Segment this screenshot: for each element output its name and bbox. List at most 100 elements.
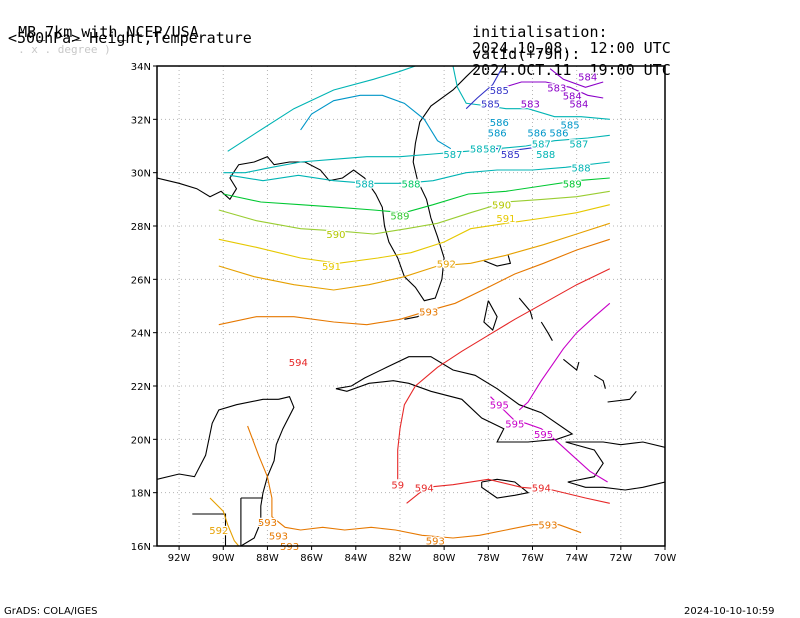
coastline	[518, 297, 534, 320]
model-name: MB_7km_with_NCEP/USA	[18, 23, 199, 41]
lat-tick-label: 16N	[131, 542, 151, 553]
coastline	[607, 390, 637, 403]
contour-label: 587	[569, 139, 588, 150]
contour-label: 589	[390, 211, 409, 222]
contour-line	[452, 66, 610, 120]
lon-tick-label: 70W	[654, 553, 677, 564]
contour-label: 588	[355, 179, 374, 190]
contour-label: 587	[532, 139, 551, 150]
coastline	[240, 396, 295, 546]
lat-tick-label: 18N	[131, 489, 151, 500]
lat-tick-label: 32N	[131, 115, 151, 126]
contour-label: 593	[269, 531, 288, 542]
coastline	[483, 255, 512, 267]
contour-label: 587	[470, 145, 489, 156]
contour-label: 586	[549, 129, 568, 140]
contour-label: 592	[437, 259, 456, 270]
model-title: MB_7km_with_NCEP/USA . x . degree )	[0, 8, 199, 58]
contour-label: 585	[490, 86, 509, 97]
lon-tick-label: 90W	[212, 553, 235, 564]
contour-line	[227, 66, 416, 152]
lon-tick-label: 76W	[521, 553, 544, 564]
contour-label: 590	[492, 201, 511, 212]
contour-label: 591	[496, 214, 515, 225]
contour-label: 586	[490, 118, 509, 129]
contour-line	[223, 134, 610, 174]
contour-line	[300, 94, 452, 150]
contour-label: 586	[527, 129, 546, 140]
contour-label: 584	[578, 73, 597, 84]
contour-line	[218, 190, 610, 235]
contour-label: 592	[209, 526, 228, 537]
contour-label: 593	[258, 518, 277, 529]
contour-line	[218, 238, 610, 326]
contour-line	[223, 177, 610, 214]
lon-tick-label: 84W	[344, 553, 367, 564]
coastline	[481, 478, 530, 499]
lat-tick-label: 30N	[131, 169, 151, 180]
contour-line	[218, 204, 610, 264]
lon-tick-label: 86W	[300, 553, 323, 564]
contour-label: 583	[521, 99, 540, 110]
contour-line	[209, 497, 240, 546]
contour-line	[218, 222, 610, 291]
init-line: initialisation: 2024.10.08. 12:00 UTC	[454, 8, 671, 56]
contour-label: 587	[483, 145, 502, 156]
footer-timestamp: 2024-10-10-10:59	[684, 606, 775, 617]
contour-label: 587	[443, 150, 462, 161]
map-frame	[156, 65, 666, 547]
contour-label: 595	[534, 430, 553, 441]
lat-tick-label: 20N	[131, 435, 151, 446]
contour-line	[229, 161, 610, 184]
contour-label: 594	[415, 483, 434, 494]
contour-label: 586	[488, 129, 507, 140]
init-label: initialisation:	[472, 23, 608, 41]
contour-label: 588	[401, 179, 420, 190]
contour-label: 595	[505, 419, 524, 430]
contour-label: 585	[560, 121, 579, 132]
contour-label: 593	[419, 307, 438, 318]
units-note: . x . degree )	[18, 43, 111, 56]
contour-label: 588	[536, 150, 555, 161]
lon-tick-label: 74W	[565, 553, 588, 564]
lon-tick-label: 92W	[168, 553, 191, 564]
lat-tick-label: 22N	[131, 382, 151, 393]
contour-label: 594	[289, 358, 308, 369]
contour-line	[406, 478, 610, 504]
contour-label: 589	[563, 179, 582, 190]
contour-line	[247, 425, 582, 539]
contour-line	[518, 302, 611, 411]
lon-tick-label: 78W	[477, 553, 500, 564]
coastline	[192, 513, 227, 546]
coastlines	[157, 66, 665, 546]
lon-tick-label: 88W	[256, 553, 279, 564]
lat-tick-label: 24N	[131, 329, 151, 340]
contour-label: 590	[326, 230, 345, 241]
product-title: <500hPa> Height,Temperature	[8, 29, 252, 47]
contour-line	[465, 68, 503, 110]
lat-tick-label: 26N	[131, 275, 151, 286]
contour-line	[549, 68, 604, 88]
lon-tick-label: 80W	[433, 553, 456, 564]
contour-label: 594	[532, 483, 551, 494]
axis-ticks: 92W 90W 88W 86W 84W 82W 80W 78W 76W 74W 72W 70W 34N 3…	[131, 62, 677, 564]
contour-label: 585	[481, 99, 500, 110]
lat-tick-label: 28N	[131, 222, 151, 233]
contour-label: 584	[563, 91, 582, 102]
footer-credit: GrADS: COLA/IGES	[4, 606, 98, 617]
lon-tick-label: 72W	[610, 553, 633, 564]
init-value: 2024.10.08. 12:00 UTC	[472, 39, 671, 57]
lon-tick-label: 82W	[389, 553, 412, 564]
contour-label: 593	[538, 521, 557, 532]
height-contours	[209, 66, 611, 546]
contour-line	[488, 145, 546, 152]
contour-label: 585	[501, 150, 520, 161]
coastline	[157, 66, 478, 302]
coastline	[483, 300, 498, 331]
contour-line	[397, 268, 611, 480]
coastline	[565, 441, 665, 491]
contour-label: 59	[391, 481, 404, 492]
contour-label: 588	[572, 163, 591, 174]
